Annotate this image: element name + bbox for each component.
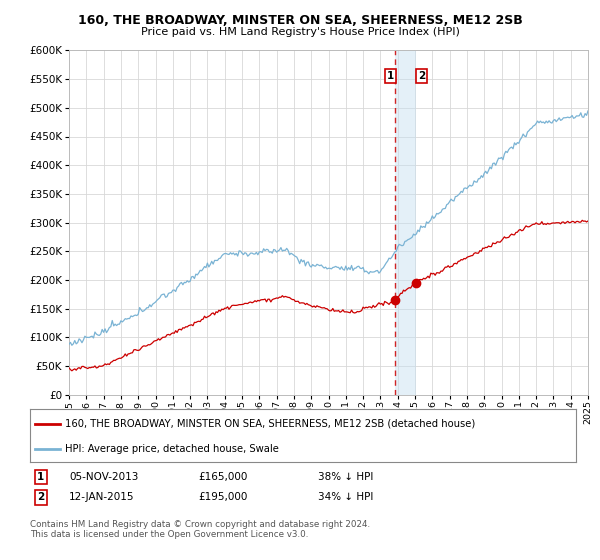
Text: 34% ↓ HPI: 34% ↓ HPI [318, 492, 373, 502]
Text: 160, THE BROADWAY, MINSTER ON SEA, SHEERNESS, ME12 2SB (detached house): 160, THE BROADWAY, MINSTER ON SEA, SHEER… [65, 419, 476, 429]
Text: 05-NOV-2013: 05-NOV-2013 [69, 472, 139, 482]
Text: 2: 2 [37, 492, 44, 502]
Text: Contains HM Land Registry data © Crown copyright and database right 2024.
This d: Contains HM Land Registry data © Crown c… [30, 520, 370, 539]
Text: 1: 1 [387, 71, 394, 81]
Text: £165,000: £165,000 [198, 472, 247, 482]
Text: £195,000: £195,000 [198, 492, 247, 502]
Text: Price paid vs. HM Land Registry's House Price Index (HPI): Price paid vs. HM Land Registry's House … [140, 27, 460, 37]
Text: 2: 2 [418, 71, 425, 81]
Text: HPI: Average price, detached house, Swale: HPI: Average price, detached house, Swal… [65, 444, 280, 454]
Bar [395, 50, 416, 395]
Text: 12-JAN-2015: 12-JAN-2015 [69, 492, 134, 502]
Text: 160, THE BROADWAY, MINSTER ON SEA, SHEERNESS, ME12 2SB: 160, THE BROADWAY, MINSTER ON SEA, SHEER… [77, 14, 523, 27]
Text: 38% ↓ HPI: 38% ↓ HPI [318, 472, 373, 482]
Text: 1: 1 [37, 472, 44, 482]
